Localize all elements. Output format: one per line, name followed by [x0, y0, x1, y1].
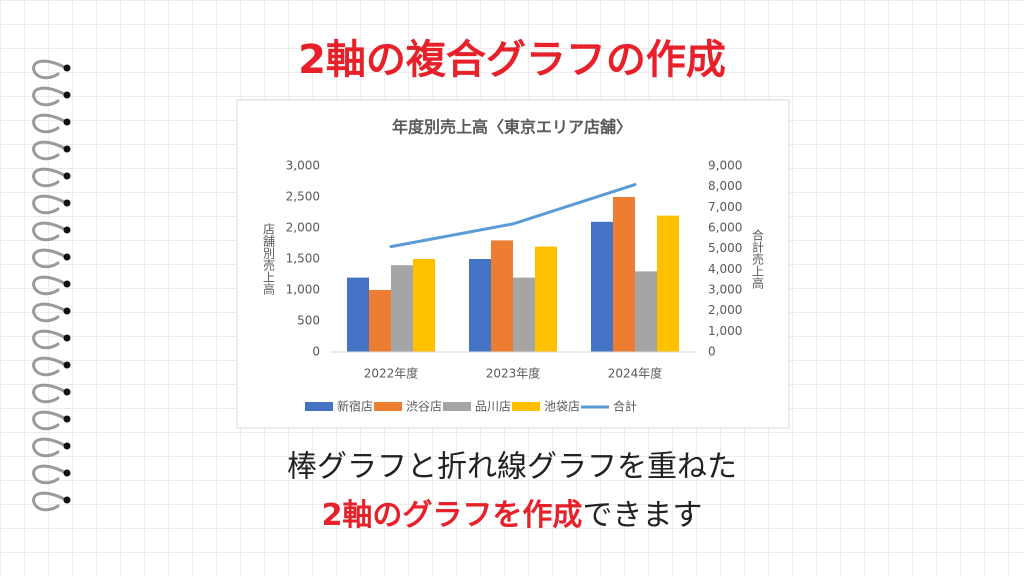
- bar: [369, 290, 391, 352]
- ring-hole: [63, 64, 71, 72]
- y2-tick-label: 8,000: [708, 179, 742, 193]
- legend-swatch: [305, 402, 333, 411]
- y-tick-label: 1,000: [286, 283, 320, 297]
- ring-hole: [63, 361, 71, 369]
- bar: [535, 246, 557, 352]
- ring-hole: [63, 226, 71, 234]
- legend-label: 池袋店: [544, 400, 580, 414]
- x-tick-label: 2023年度: [486, 366, 541, 381]
- line: [389, 183, 637, 249]
- ring: [32, 113, 68, 134]
- ring: [32, 383, 68, 404]
- y2-tick-label: 2,000: [708, 303, 742, 317]
- bar: [391, 265, 413, 352]
- y-tick-label: 500: [297, 314, 320, 328]
- ring-hole: [63, 280, 71, 288]
- ring: [32, 248, 68, 269]
- ring: [32, 59, 68, 80]
- legend-swatch: [512, 402, 540, 411]
- y2-tick-label: 0: [708, 345, 716, 359]
- y2-tick-label: 3,000: [708, 283, 742, 297]
- y-axis-label: 店舗別売上高: [262, 223, 276, 296]
- y2-tick-label: 5,000: [708, 241, 742, 255]
- caption-line2: 2軸のグラフを作成できます: [322, 498, 703, 533]
- ring: [32, 275, 68, 296]
- y2-tick-label: 1,000: [708, 324, 742, 338]
- legend-label: 品川店: [475, 400, 511, 414]
- ring-hole: [63, 334, 71, 342]
- bar: [513, 277, 535, 352]
- y2-axis-label: 合計売上高: [751, 228, 765, 290]
- ring: [32, 140, 68, 161]
- legend-label: 合計: [613, 399, 637, 414]
- ring-hole: [63, 91, 71, 99]
- ring-hole: [63, 145, 71, 153]
- y2-tick-label: 4,000: [708, 262, 742, 276]
- ring: [32, 491, 68, 512]
- bar: [635, 271, 657, 352]
- bar: [469, 259, 491, 352]
- bar: [657, 215, 679, 352]
- ring: [32, 329, 68, 350]
- caption-rest: できます: [582, 498, 702, 533]
- ring: [32, 410, 68, 431]
- bar: [491, 240, 513, 352]
- ring-hole: [63, 388, 71, 396]
- bar: [347, 277, 369, 352]
- y2-tick-label: 7,000: [708, 200, 742, 214]
- ring: [32, 302, 68, 323]
- x-tick-label: 2022年度: [364, 366, 419, 381]
- ring: [32, 194, 68, 215]
- ring-hole: [63, 253, 71, 261]
- ring: [32, 221, 68, 242]
- slide-title: 2軸の複合グラフの作成: [298, 37, 726, 83]
- ring-hole: [63, 199, 71, 207]
- bar: [613, 197, 635, 352]
- y2-tick-label: 9,000: [708, 159, 742, 173]
- ring-hole: [63, 415, 71, 423]
- y-tick-label: 0: [312, 345, 320, 359]
- ring-hole: [63, 307, 71, 315]
- legend-swatch: [374, 402, 402, 411]
- ring: [32, 356, 68, 377]
- ring-hole: [63, 442, 71, 450]
- ring-hole: [63, 172, 71, 180]
- ring-hole: [63, 118, 71, 126]
- y-tick-label: 2,000: [286, 221, 320, 235]
- y2-tick-label: 6,000: [708, 221, 742, 235]
- chart-title: 年度別売上高〈東京エリア店舗〉: [392, 118, 632, 137]
- ring-hole: [63, 496, 71, 504]
- ring: [32, 437, 68, 458]
- caption-line1: 棒グラフと折れ線グラフを重ねた: [287, 450, 737, 485]
- ring: [32, 167, 68, 188]
- caption-highlight: 2軸のグラフを作成: [322, 498, 583, 533]
- y-tick-label: 2,500: [286, 190, 320, 204]
- bar: [413, 259, 435, 352]
- legend-swatch: [443, 402, 471, 411]
- legend-label: 新宿店: [337, 399, 373, 414]
- ring-hole: [63, 469, 71, 477]
- y-tick-label: 3,000: [286, 159, 320, 173]
- y-tick-label: 1,500: [286, 252, 320, 266]
- bar: [591, 221, 613, 352]
- ring: [32, 464, 68, 485]
- legend-label: 渋谷店: [406, 400, 442, 414]
- ring: [32, 86, 68, 107]
- x-tick-label: 2024年度: [608, 366, 663, 381]
